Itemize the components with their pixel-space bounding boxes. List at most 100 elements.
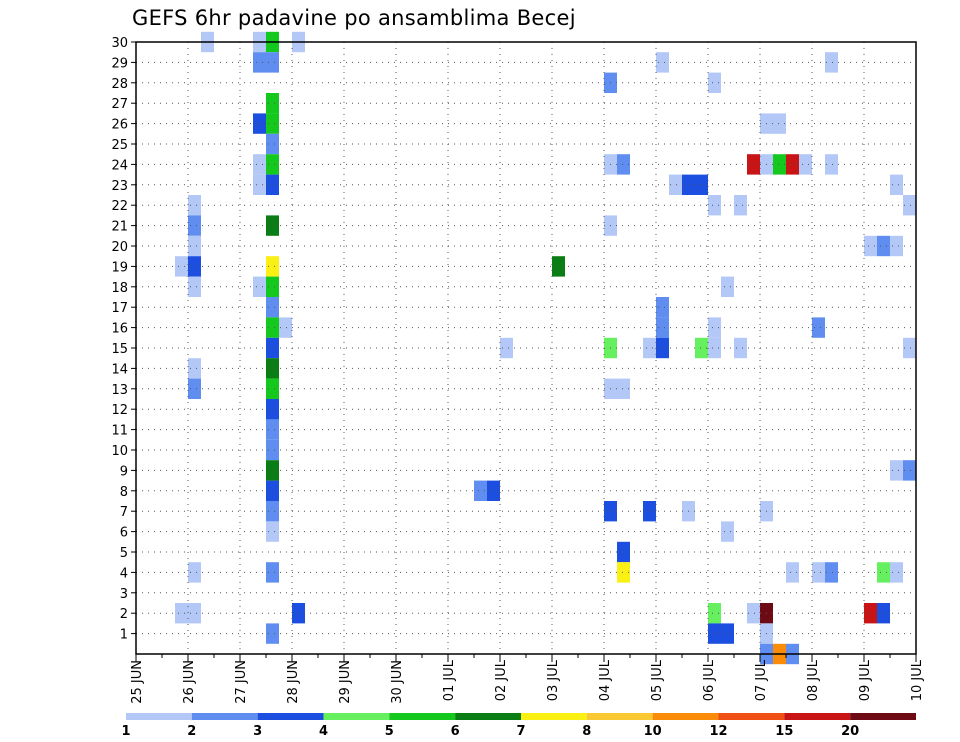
heatmap-cell	[695, 337, 708, 359]
heatmap-cell	[656, 337, 669, 359]
heatmap-cell	[708, 623, 721, 644]
chart-title: GEFS 6hr padavine po ansamblima Becej	[132, 6, 576, 30]
heatmap-cell	[903, 460, 916, 481]
heatmap-cell	[253, 113, 266, 134]
legend-label: 6	[451, 724, 460, 739]
y-tick-label: 29	[111, 56, 128, 71]
y-tick-label: 15	[111, 342, 128, 357]
heatmap-cell	[279, 317, 292, 338]
heatmap-cell	[747, 154, 760, 175]
y-tick-label: 2	[120, 607, 128, 622]
legend-label: 2	[187, 724, 196, 739]
legend-swatch	[126, 713, 192, 720]
grid-lines	[136, 42, 916, 654]
legend-swatch	[784, 713, 851, 720]
heatmap-cell	[188, 195, 201, 216]
legend-label: 1	[121, 724, 130, 739]
heatmap-cell	[656, 317, 669, 338]
heatmap-cell	[617, 154, 630, 175]
heatmap-cell	[266, 419, 279, 440]
heatmap-cell	[266, 623, 279, 644]
y-tick-label: 7	[120, 505, 128, 520]
heatmap-cell	[643, 501, 656, 522]
y-tick-label: 8	[120, 485, 128, 500]
y-tick-label: 5	[120, 546, 128, 561]
y-tick-label: 1	[120, 628, 128, 643]
x-tick-label: 09 JUL	[858, 659, 873, 701]
heatmap-cell	[812, 317, 825, 338]
y-tick-label: 22	[111, 199, 128, 214]
heatmap-cell	[695, 174, 708, 195]
legend-swatch	[521, 713, 587, 720]
heatmap-cell	[617, 378, 630, 399]
y-tick-label: 9	[120, 464, 128, 479]
legend-label: 10	[644, 724, 662, 739]
heatmap-cell	[266, 521, 279, 542]
y-tick-label: 19	[111, 260, 128, 275]
heatmap-cell	[253, 174, 266, 195]
legend-swatch	[652, 713, 719, 720]
heatmap-cell	[266, 480, 279, 501]
y-tick-label: 6	[120, 526, 128, 541]
heatmap-cell	[266, 297, 279, 318]
heatmap-cell	[656, 52, 669, 73]
heatmap-cell	[708, 337, 721, 359]
legend-label: 7	[516, 724, 525, 739]
x-tick-label: 05 JUL	[650, 659, 665, 701]
heatmap-cell	[266, 52, 279, 73]
legend-label: 5	[385, 724, 394, 739]
heatmap-cell	[266, 133, 279, 155]
heatmap-cell	[500, 337, 513, 359]
heatmap-cell	[253, 276, 266, 297]
x-tick-label: 02 JUL	[494, 659, 509, 701]
x-axis: 25 JUN 26 JUN 27 JUN 28 JUN 29 JUN 30 JUN 01 J…	[130, 654, 925, 704]
heatmap-cell	[175, 256, 188, 277]
y-tick-label: 17	[111, 301, 128, 316]
heatmap-cell	[864, 603, 877, 624]
heatmap-cell	[643, 337, 656, 359]
heatmap-cell	[266, 276, 279, 297]
heatmap-cell	[487, 480, 500, 501]
heatmap-cell	[266, 154, 279, 175]
legend-label: 12	[709, 724, 727, 739]
heatmap-cell	[747, 603, 760, 624]
heatmap-cell	[266, 460, 279, 481]
legend-swatch	[389, 713, 456, 720]
heatmap-cell	[708, 603, 721, 624]
y-tick-label: 16	[111, 322, 128, 337]
heatmap-cell	[188, 358, 201, 379]
heatmap-cell	[266, 113, 279, 134]
x-tick-label: 06 JUL	[702, 659, 717, 701]
heatmap-cell	[799, 154, 812, 175]
y-tick-label: 30	[111, 36, 128, 51]
y-tick-label: 12	[111, 403, 128, 418]
x-tick-label: 10 JUL	[910, 659, 925, 701]
x-tick-label: 28 JUN	[286, 660, 301, 704]
heatmap-cell	[773, 113, 786, 134]
y-tick-label: 28	[111, 77, 128, 92]
x-tick-label: 03 JUL	[546, 659, 561, 701]
y-tick-label: 3	[120, 587, 128, 602]
y-tick-label: 24	[111, 158, 128, 173]
x-tick-label: 08 JUL	[806, 659, 821, 701]
heatmap-cell	[890, 235, 903, 257]
heatmap-cell	[266, 93, 279, 114]
heatmap-cell	[188, 256, 201, 277]
legend-label: 3	[253, 724, 262, 739]
x-tick-label: 01 JUL	[442, 659, 457, 701]
y-tick-label: 18	[111, 281, 128, 296]
heatmap-cell	[617, 562, 630, 583]
y-tick-label: 14	[111, 362, 128, 377]
heatmap-cell	[253, 52, 266, 73]
x-tick-label: 04 JUL	[598, 659, 613, 701]
legend-swatch	[257, 713, 324, 720]
heatmap-cell	[188, 215, 201, 236]
heatmap-cell	[266, 378, 279, 399]
x-tick-label: 27 JUN	[234, 660, 249, 704]
heatmap-cell	[721, 623, 734, 644]
heatmap-cell	[266, 562, 279, 583]
legend-label: 15	[775, 724, 793, 739]
heatmap-cell	[266, 256, 279, 277]
heatmap-cell	[253, 154, 266, 175]
